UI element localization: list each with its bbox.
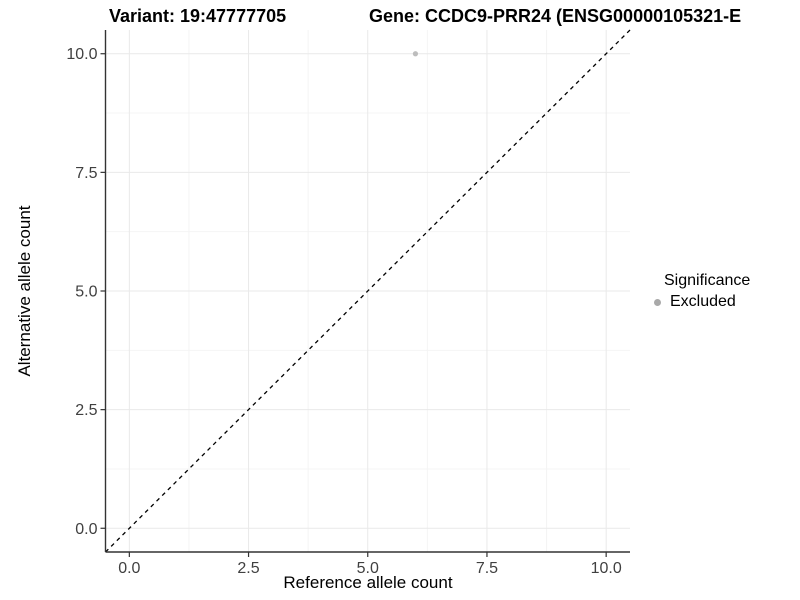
y-tick-label: 10.0 <box>66 46 97 63</box>
legend-item-label: Excluded <box>670 293 736 310</box>
legend-key-dot-icon <box>654 298 661 306</box>
x-tick-label: 2.5 <box>237 560 259 577</box>
legend-item: Excluded <box>652 293 750 311</box>
legend-title: Significance <box>664 272 751 289</box>
x-axis-title: Reference allele count <box>283 573 453 592</box>
y-axis-title: Alternative allele count <box>15 205 34 377</box>
x-tick-label: 10.0 <box>591 560 622 577</box>
plot-title-gene: Gene: CCDC9-PRR24 (ENSG00000105321-E <box>369 6 742 26</box>
x-tick-label: 5.0 <box>357 560 379 577</box>
y-tick-label: 7.5 <box>75 165 97 182</box>
identity-reference-line <box>105 29 631 553</box>
y-tick-label: 0.0 <box>75 521 97 538</box>
x-tick-label: 7.5 <box>476 560 498 577</box>
plot-title-variant: Variant: 19:47777705 <box>109 6 287 26</box>
y-tick-label: 5.0 <box>75 284 97 301</box>
legend-items: Excluded <box>652 293 750 311</box>
legend: Significance Excluded <box>652 271 750 311</box>
y-tick-label: 2.5 <box>75 402 97 419</box>
data-point <box>412 51 419 57</box>
x-tick-label: 0.0 <box>118 560 140 577</box>
